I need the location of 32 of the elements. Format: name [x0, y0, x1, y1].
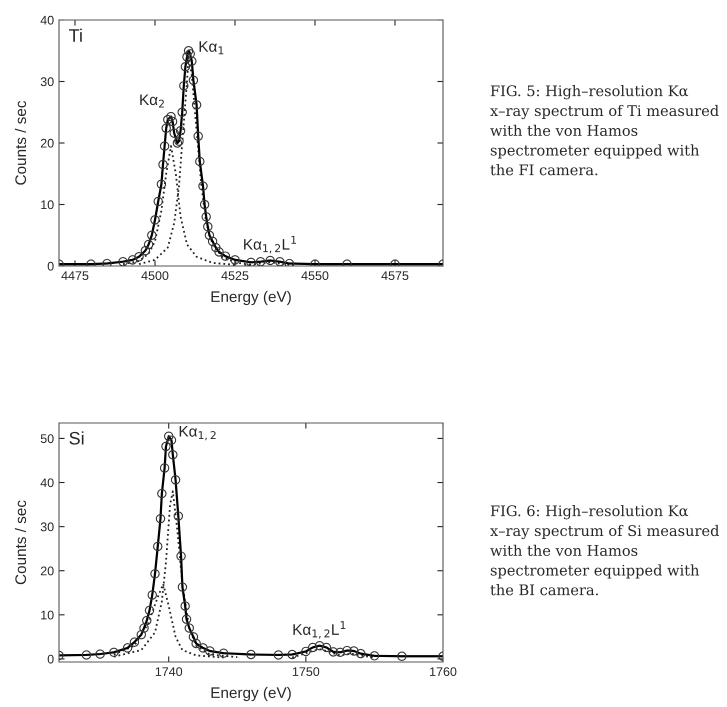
annotation: Kα$_{1}$: [200, 41, 224, 54]
annotation: Kα$_{1,2}$L$^{1}$: [244, 236, 296, 254]
y-tick-label: 20: [40, 138, 54, 148]
y-tick-label: 0: [48, 262, 54, 271]
annotation: Kα$_{1,2}$: [180, 426, 216, 440]
y-tick-label: 10: [41, 200, 54, 210]
caption: FIG. 6: High–resolution Kα x–ray spectrum of Si measured with the von Hamos spectrometer equipped with the BI camera.: [490, 505, 720, 596]
y-tick-label: 20: [40, 566, 54, 576]
x-tick-label: 1750: [292, 667, 320, 676]
y-axis-title: Counts / sec: [14, 500, 26, 584]
annotation: Kα$_{2}$: [140, 94, 164, 108]
x-tick-label: 4475: [61, 271, 88, 280]
y-tick-label: 40: [40, 478, 54, 488]
caption: FIG. 5: High–resolution Kα x–ray spectrum of Ti measured with the von Hamos spectrometer equipped with the FI camera.: [490, 85, 719, 176]
x-axis-title: Energy (eV): [212, 290, 291, 306]
x-axis-title: Energy (eV): [212, 686, 291, 702]
y-tick-label: 50: [40, 434, 54, 444]
x-tick-label: 4525: [221, 271, 248, 280]
y-tick-label: 30: [40, 77, 54, 86]
x-tick-label: 4550: [301, 271, 328, 280]
chart-title: Ti: [69, 28, 82, 42]
chart-title: Si: [69, 431, 84, 445]
y-tick-label: 10: [41, 610, 54, 620]
y-tick-label: 40: [40, 16, 54, 25]
x-tick-label: 4500: [141, 271, 168, 280]
x-tick-label: 1760: [430, 667, 456, 676]
y-tick-label: 0: [48, 654, 54, 664]
x-tick-label: 1740: [156, 667, 182, 676]
x-tick-label: 4575: [381, 271, 408, 280]
annotation: Kα$_{1,2}$L$^{1}$: [293, 621, 346, 639]
y-axis-title: Counts / sec: [14, 100, 26, 185]
y-tick-label: 30: [40, 522, 54, 532]
